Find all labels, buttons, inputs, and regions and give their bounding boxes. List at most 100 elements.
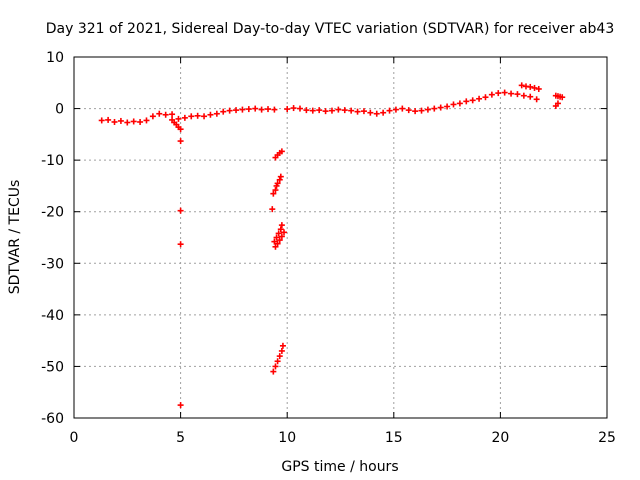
- data-point: [245, 106, 252, 113]
- data-point: [213, 110, 220, 117]
- data-point: [518, 82, 525, 89]
- grid-lines: [74, 57, 607, 418]
- y-tick-label: 0: [55, 102, 64, 118]
- data-point: [469, 97, 476, 104]
- x-tick-label: 0: [70, 430, 79, 446]
- data-point: [177, 241, 184, 248]
- data-point: [270, 190, 277, 197]
- data-point: [296, 105, 303, 112]
- data-point: [226, 107, 233, 114]
- data-point: [188, 113, 195, 120]
- data-point: [124, 119, 131, 126]
- data-point: [272, 363, 279, 370]
- data-point: [143, 117, 150, 124]
- data-point: [380, 109, 387, 116]
- data-point: [220, 108, 227, 115]
- data-point: [273, 234, 280, 241]
- y-tick-label: -60: [41, 411, 64, 427]
- data-point: [270, 368, 277, 375]
- y-tick-label: -10: [41, 153, 64, 169]
- data-point: [169, 111, 176, 118]
- y-tick-label: -30: [41, 256, 64, 272]
- data-point: [98, 117, 105, 124]
- data-point: [392, 106, 399, 113]
- series-drop-near-4-5h: [169, 116, 184, 133]
- data-point: [278, 347, 285, 354]
- data-point: [277, 226, 284, 233]
- data-point: [181, 114, 188, 121]
- data-point: [514, 91, 521, 98]
- data-point: [418, 107, 425, 114]
- x-tick-label: 20: [491, 430, 509, 446]
- y-tick-label: -40: [41, 308, 64, 324]
- data-point: [463, 98, 470, 105]
- data-point: [405, 107, 412, 114]
- data-point: [444, 103, 451, 110]
- x-tick-label: 25: [598, 430, 616, 446]
- data-point: [276, 353, 283, 360]
- data-point: [265, 106, 272, 113]
- data-point: [482, 94, 489, 101]
- data-point: [533, 96, 540, 103]
- data-point: [360, 108, 367, 115]
- y-axis-label: SDTVAR / TECUs: [7, 180, 23, 295]
- data-point: [437, 104, 444, 111]
- data-point: [348, 107, 355, 114]
- data-point: [373, 110, 380, 117]
- data-points: [98, 82, 566, 409]
- data-point: [105, 116, 112, 123]
- data-point: [111, 118, 118, 125]
- data-point: [531, 84, 538, 91]
- data-point: [272, 187, 279, 194]
- data-point: [277, 173, 284, 180]
- series-steep-segments-9-10h: [269, 148, 288, 375]
- data-point: [274, 358, 281, 365]
- data-point: [495, 90, 502, 97]
- data-point: [527, 93, 534, 100]
- data-point: [149, 113, 156, 120]
- data-point: [274, 240, 281, 247]
- data-point: [309, 107, 316, 114]
- data-point: [341, 107, 348, 114]
- data-point: [271, 106, 278, 113]
- data-point: [272, 243, 279, 250]
- series-outliers-near-5h: [177, 138, 184, 409]
- plot-frame: [73, 56, 608, 419]
- data-point: [258, 106, 265, 113]
- data-point: [281, 229, 288, 236]
- data-point: [239, 106, 246, 113]
- y-tick-label: -20: [41, 205, 64, 221]
- data-point: [456, 100, 463, 107]
- data-point: [274, 180, 281, 187]
- data-point: [488, 91, 495, 98]
- data-point: [316, 107, 323, 114]
- data-point: [207, 111, 214, 118]
- data-point: [367, 109, 374, 116]
- data-point: [201, 113, 208, 120]
- y-tick-label: -50: [41, 359, 64, 375]
- series-main-trend: [98, 89, 540, 126]
- data-point: [175, 115, 182, 122]
- data-point: [252, 105, 259, 112]
- data-point: [278, 233, 285, 240]
- data-point: [137, 118, 144, 125]
- data-point: [177, 207, 184, 214]
- data-point: [559, 94, 566, 101]
- axis-ticks: 0 5 10 15 20 25 -60 -50 -40 -30 -20 -10 0 10: [41, 50, 616, 446]
- data-point: [276, 237, 283, 244]
- chart-title: Day 321 of 2021, Sidereal Day-to-day VTE…: [46, 21, 615, 37]
- data-point: [271, 238, 278, 245]
- data-point: [177, 138, 184, 145]
- data-point: [278, 148, 285, 155]
- data-point: [156, 110, 163, 117]
- data-point: [276, 176, 283, 183]
- data-point: [520, 92, 527, 99]
- y-tick-label: 10: [46, 50, 64, 66]
- data-point: [399, 105, 406, 112]
- data-point: [508, 90, 515, 97]
- data-point: [279, 342, 286, 349]
- series-late-segment-21-23h: [518, 82, 566, 109]
- x-axis-label: GPS time / hours: [281, 459, 398, 475]
- data-point: [450, 101, 457, 108]
- x-tick-label: 15: [385, 430, 403, 446]
